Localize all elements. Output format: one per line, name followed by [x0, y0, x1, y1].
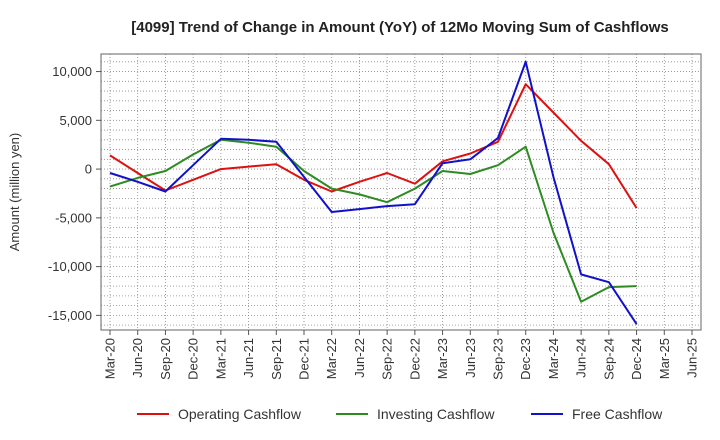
y-axis-ticks: 10,000 5,000 0 -5,000 -10,000 -15,000: [48, 64, 101, 323]
x-tick-label: Mar-23: [435, 338, 450, 379]
y-tick-label: -5,000: [55, 210, 92, 225]
x-tick-label: Dec-24: [629, 338, 644, 380]
x-tick-label: Mar-22: [324, 338, 339, 379]
legend: Operating Cashflow Investing Cashflow Free…: [137, 406, 663, 422]
x-tick-label: Jun-24: [574, 338, 589, 378]
x-tick-label: Sep-20: [158, 338, 173, 380]
series-line-free-cashflow: [109, 60, 638, 325]
y-tick-label: 0: [85, 162, 92, 177]
x-tick-label: Dec-20: [186, 338, 201, 380]
series-line-operating-cashflow: [109, 83, 638, 209]
x-tick-label: Jun-23: [463, 338, 478, 378]
y-tick-label: 10,000: [52, 64, 92, 79]
grid: [101, 54, 701, 330]
series-line-investing-cashflow: [109, 138, 637, 303]
x-tick-label: Mar-25: [657, 338, 672, 379]
x-axis-ticks: Mar-20 Jun-20 Sep-20 Dec-20 Mar-21 Jun-21 Sep-…: [103, 330, 700, 380]
y-tick-label: -15,000: [48, 308, 92, 323]
x-tick-label: Mar-21: [213, 338, 228, 379]
x-tick-label: Sep-22: [380, 338, 395, 380]
legend-label-free-cashflow: Free Cashflow: [572, 406, 663, 422]
series-lines: [109, 60, 638, 325]
chart-title: [4099] Trend of Change in Amount (YoY) o…: [131, 19, 669, 36]
legend-label-investing-cashflow: Investing Cashflow: [377, 406, 495, 422]
x-tick-label: Sep-24: [601, 338, 616, 380]
x-tick-label: Jun-22: [352, 338, 367, 378]
x-tick-label: Dec-22: [407, 338, 422, 380]
x-tick-label: Mar-20: [103, 338, 118, 379]
y-tick-label: 5,000: [59, 113, 92, 128]
x-tick-label: Dec-23: [518, 338, 533, 380]
x-tick-label: Sep-23: [491, 338, 506, 380]
x-tick-label: Jun-25: [685, 338, 700, 378]
x-tick-label: Dec-21: [297, 338, 312, 380]
legend-label-operating-cashflow: Operating Cashflow: [178, 406, 302, 422]
x-tick-label: Jun-20: [130, 338, 145, 378]
x-tick-label: Sep-21: [269, 338, 284, 380]
plot-frame: [100, 53, 702, 331]
x-tick-label: Mar-24: [546, 338, 561, 379]
y-tick-label: -10,000: [48, 259, 92, 274]
x-tick-label: Jun-21: [241, 338, 256, 378]
y-axis-label: Amount (million yen): [7, 133, 22, 252]
